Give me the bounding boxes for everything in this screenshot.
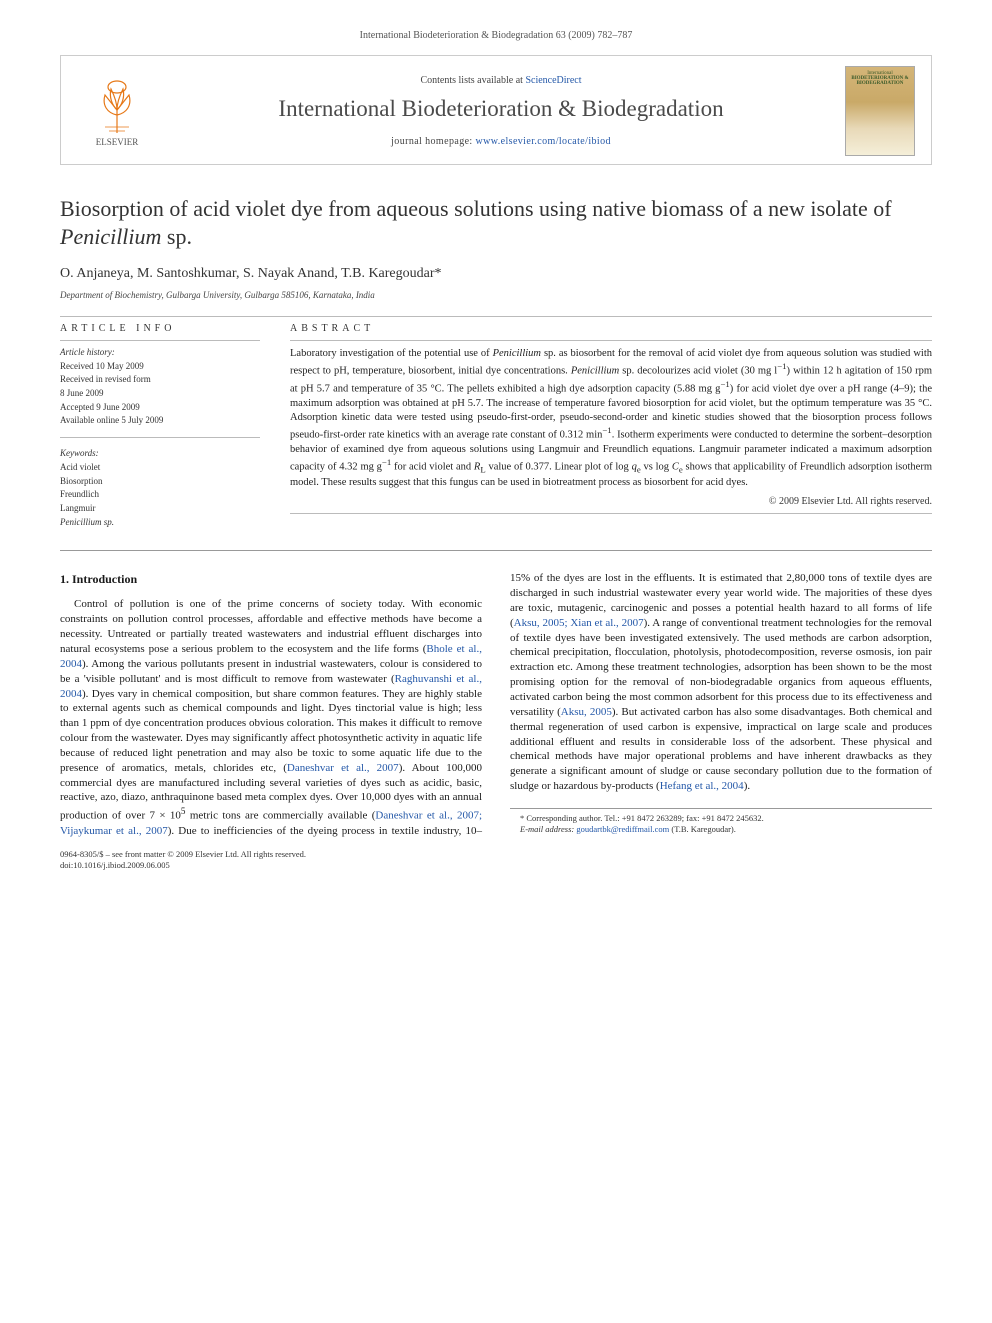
section-divider — [60, 550, 932, 551]
body-columns: 1. Introduction Control of pollution is … — [60, 571, 932, 838]
authors-line: O. Anjaneya, M. Santoshkumar, S. Nayak A… — [60, 266, 932, 282]
page-footer: 0964-8305/$ – see front matter © 2009 El… — [60, 849, 932, 871]
history-line: Accepted 9 June 2009 — [60, 402, 260, 414]
divider — [60, 437, 260, 438]
homepage-line: journal homepage: www.elsevier.com/locat… — [157, 136, 845, 147]
keywords-block: Keywords: Acid violet Biosorption Freund… — [60, 448, 260, 528]
history-label: Article history: — [60, 347, 260, 359]
affiliation: Department of Biochemistry, Gulbarga Uni… — [60, 290, 932, 300]
keyword: Freundlich — [60, 489, 260, 501]
publisher-logo-block: ELSEVIER — [77, 75, 157, 147]
history-line: 8 June 2009 — [60, 388, 260, 400]
journal-name: International Biodeterioration & Biodegr… — [157, 96, 845, 122]
keyword: Langmuir — [60, 503, 260, 515]
footnote-email-label: E-mail address: — [520, 824, 574, 834]
article-title: Biosorption of acid violet dye from aque… — [60, 195, 932, 250]
footnote-email-suffix: (T.B. Karegoudar). — [671, 824, 736, 834]
keywords-label: Keywords: — [60, 448, 260, 460]
contents-line: Contents lists available at ScienceDirec… — [157, 75, 845, 86]
keyword: Biosorption — [60, 476, 260, 488]
homepage-prefix: journal homepage: — [391, 136, 475, 147]
divider — [290, 340, 932, 341]
journal-cover-thumbnail: International BIODETERIORATION & BIODEGR… — [845, 66, 915, 156]
divider — [60, 340, 260, 341]
history-line: Available online 5 July 2009 — [60, 415, 260, 427]
cover-text-mid: BIODETERIORATION & BIODEGRADATION — [846, 76, 914, 86]
abstract-column: ABSTRACT Laboratory investigation of the… — [290, 323, 932, 530]
section-heading: 1. Introduction — [60, 571, 482, 587]
corresponding-author-footnote: * Corresponding author. Tel.: +91 8472 2… — [510, 808, 932, 835]
abstract-heading: ABSTRACT — [290, 323, 932, 334]
elsevier-tree-icon — [87, 75, 147, 135]
info-abstract-row: ARTICLE INFO Article history: Received 1… — [60, 323, 932, 530]
history-line: Received 10 May 2009 — [60, 361, 260, 373]
divider — [60, 316, 932, 317]
journal-banner: ELSEVIER Contents lists available at Sci… — [60, 55, 932, 165]
article-info-column: ARTICLE INFO Article history: Received 1… — [60, 323, 260, 530]
keyword: Acid violet — [60, 462, 260, 474]
sciencedirect-link[interactable]: ScienceDirect — [525, 75, 581, 86]
footer-line-1: 0964-8305/$ – see front matter © 2009 El… — [60, 849, 932, 860]
keyword: Penicillium sp. — [60, 517, 260, 529]
running-header: International Biodeterioration & Biodegr… — [60, 30, 932, 41]
divider — [290, 513, 932, 514]
body-paragraph: Control of pollution is one of the prime… — [60, 571, 932, 838]
footnote-email-line: E-mail address: goudartbk@rediffmail.com… — [510, 824, 932, 835]
abstract-text: Laboratory investigation of the potentia… — [290, 347, 932, 490]
contents-prefix: Contents lists available at — [420, 75, 525, 86]
article-info-heading: ARTICLE INFO — [60, 323, 260, 334]
abstract-copyright: © 2009 Elsevier Ltd. All rights reserved… — [290, 496, 932, 507]
banner-center: Contents lists available at ScienceDirec… — [157, 75, 845, 147]
footnote-email-link[interactable]: goudartbk@rediffmail.com — [576, 824, 669, 834]
publisher-label: ELSEVIER — [96, 137, 139, 147]
homepage-link[interactable]: www.elsevier.com/locate/ibiod — [476, 136, 611, 147]
footer-line-2: doi:10.1016/j.ibiod.2009.06.005 — [60, 860, 932, 871]
history-line: Received in revised form — [60, 374, 260, 386]
footnote-corr-line: * Corresponding author. Tel.: +91 8472 2… — [510, 813, 932, 824]
